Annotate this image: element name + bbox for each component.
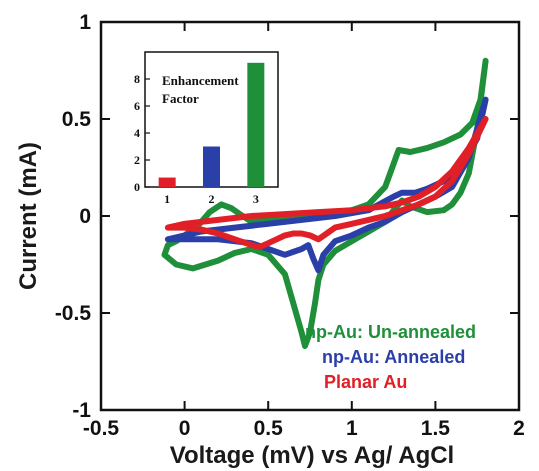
y-tick-label: 0 (79, 205, 91, 228)
legend-entry-planar: Planar Au (324, 372, 407, 392)
inset-x-tick-label: 1 (164, 192, 170, 206)
y-axis-label: Current (mA) (15, 142, 42, 290)
inset-y-tick-label: 4 (134, 126, 140, 140)
y-tick-label: 1 (79, 11, 91, 34)
legend-entry-annealed: np-Au: Annealed (322, 347, 465, 367)
inset-x-tick-label: 2 (209, 192, 215, 206)
legend: np-Au: Un-annealed np-Au: Annealed Plana… (305, 322, 476, 392)
inset-y-tick-label: 0 (134, 180, 140, 194)
x-tick-label: -0.5 (83, 417, 120, 440)
inset-y-tick-label: 2 (134, 153, 140, 167)
x-tick-label: 0 (179, 417, 191, 440)
x-tick-label: 1.5 (421, 417, 451, 440)
x-axis-label: Voltage (mV) vs Ag/ AgCl (170, 442, 454, 469)
inset-annotation-line-1: Enhancement (162, 73, 239, 88)
y-tick-label: 0.5 (62, 108, 92, 131)
inset-annotation-line-2: Factor (162, 91, 199, 106)
series-line-3 (164, 116, 489, 250)
series-layer (161, 57, 489, 349)
x-tick-label: 2 (513, 417, 525, 440)
x-tick-label: 1 (346, 417, 358, 440)
y-tick-label: -0.5 (55, 302, 92, 325)
inset-bar-2 (203, 146, 220, 187)
inset-y-tick-label: 8 (134, 72, 140, 86)
x-tick-label: 0.5 (254, 417, 284, 440)
y-tick-label: -1 (72, 399, 91, 422)
inset-y-tick-label: 6 (134, 99, 140, 113)
inset-x-tick-label: 3 (253, 192, 259, 206)
inset-bars (158, 62, 265, 187)
inset-bar-3 (247, 62, 265, 187)
inset-bar-1 (158, 177, 176, 187)
legend-entry-un-annealed: np-Au: Un-annealed (305, 322, 476, 342)
axis-ticks: -0.5 0 0.5 1 1.5 210.50-0.5-1 (55, 11, 525, 440)
inset-bar-chart: 0 2 4 6 8 1 2 3 Enhancement Factor (134, 51, 279, 206)
